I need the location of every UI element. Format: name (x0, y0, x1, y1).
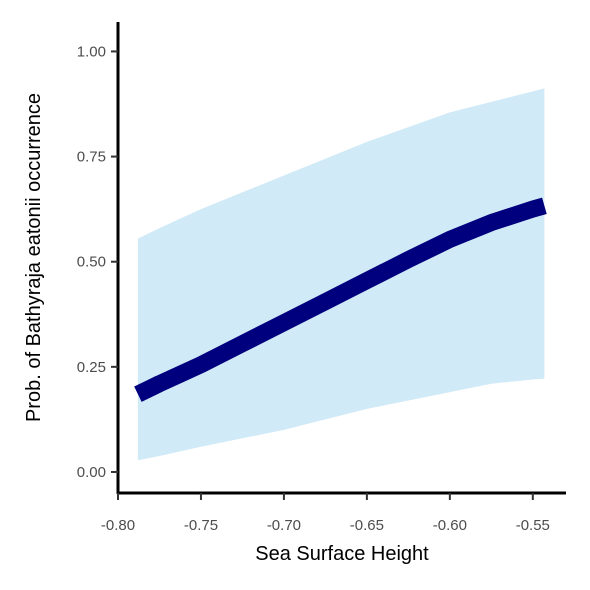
y-tick-label: 1.00 (77, 43, 106, 60)
confidence-ribbon (137, 88, 545, 461)
series-line (134, 197, 547, 402)
x-tick-label: -0.70 (267, 517, 301, 534)
x-tick-label: -0.80 (101, 517, 135, 534)
x-ticks: -0.80 -0.75 -0.70 -0.65 -0.60 -0.55 (101, 493, 550, 534)
x-tick-label: -0.55 (516, 517, 550, 534)
y-tick-label: 0.75 (77, 149, 106, 166)
y-tick-label: 0.25 (77, 359, 106, 376)
y-tick-label: 0.50 (77, 254, 106, 271)
y-ticks: 0.00 0.25 0.50 0.75 1.00 (77, 43, 118, 481)
x-tick-label: -0.60 (433, 517, 467, 534)
x-tick-label: -0.65 (350, 517, 384, 534)
x-axis-title: Sea Surface Height (255, 543, 429, 565)
x-tick-label: -0.75 (184, 517, 218, 534)
y-axis-title: Prob. of Bathyraja eatonii occurrence (23, 93, 45, 422)
y-tick-label: 0.00 (77, 464, 106, 481)
